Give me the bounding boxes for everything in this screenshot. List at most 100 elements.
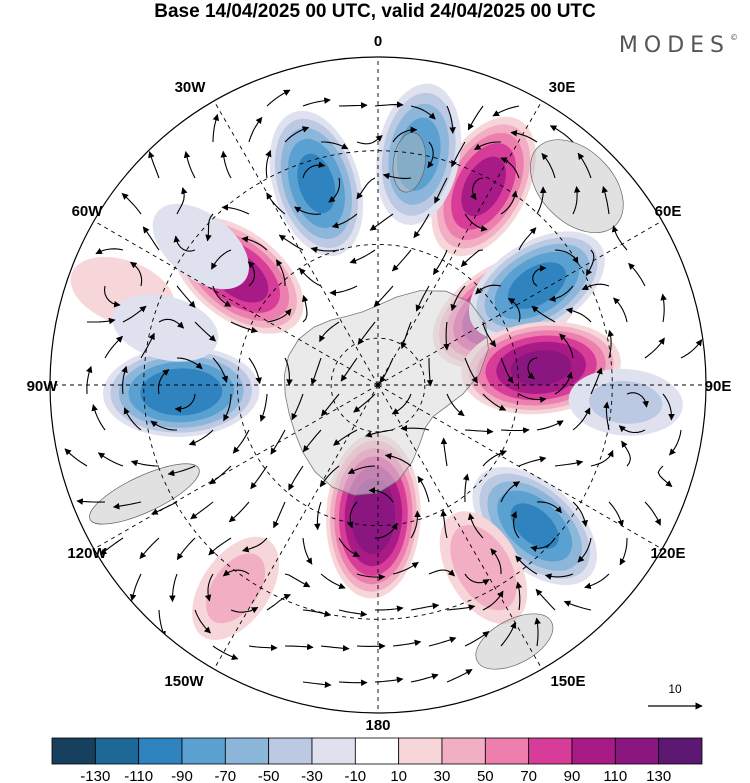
wind-arrow [536,501,562,514]
wind-arrow [584,573,610,589]
wind-arrow [368,487,394,503]
wind-arrow [190,501,214,520]
wind-arrow [374,676,404,684]
anomaly-blob [103,346,260,437]
wind-arrow [148,151,160,179]
wind-arrow [375,605,404,613]
wind-arrow [450,285,466,312]
wind-arrow [619,537,628,566]
wind-arrow [151,501,178,515]
wind-arrow [446,393,465,417]
wind-arrow [379,357,394,384]
colorbar-tick-label: 50 [477,768,494,783]
wind-arrow [464,428,494,435]
colorbar-tick-label: 90 [564,768,581,783]
brand-logo: MODES© [619,33,738,58]
wind-arrow [150,420,178,431]
wind-arrow [577,537,592,563]
wind-arrow [628,262,646,287]
anomaly-contour [206,553,266,624]
wind-arrow [369,213,394,231]
wind-arrow [426,358,434,387]
wind-arrow [212,357,229,383]
wind-arrow [644,501,661,526]
wind-arrow [176,357,203,370]
latitude-circle [330,337,426,433]
latitude-circle [236,243,520,527]
wind-arrow [400,321,412,350]
wind-arrow [176,537,196,561]
wind-arrow [532,265,547,287]
longitude-labels: 0 30E 60E 90E 120E 150E 180 150W 120W 90W 60W 30W [27,33,732,734]
wind-arrow [544,573,574,580]
wind-arrow [347,501,358,529]
wind-arrow [291,393,304,421]
wind-arrow [669,429,682,456]
south-pole-marker [375,382,381,388]
wind-arrow [500,427,530,434]
wind-arrow [410,105,436,120]
wind-arrow [530,537,556,552]
wind-arrow [601,185,610,215]
wind-arrow [608,501,624,527]
anomaly-contour [351,478,396,555]
longitude-label-60w: 60W [72,203,104,220]
wind-arrow [278,234,304,251]
wind-arrow [500,157,520,179]
wind-arrow [470,177,484,201]
wind-arrow [167,465,196,477]
colorbar-swatch [311,737,356,765]
anomaly-contour [510,350,572,386]
wind-arrow [222,569,250,577]
wind-arrow [611,225,628,251]
anomaly-blob [192,536,280,640]
wind-arrow [121,192,142,215]
wind-arrow [328,177,341,203]
wind-arrow [500,621,517,647]
wind-arrow [662,393,675,421]
wind-arrow [490,548,502,574]
wind-arrow [266,89,291,107]
wind-arrow [374,101,404,108]
wind-arrow [518,456,547,467]
wind-arrow [462,473,470,503]
colorbar-tick-label: -10 [344,768,366,783]
wind-arrow [310,246,340,253]
brand-copyright-mark: © [730,33,738,42]
colorbar-swatch [614,737,660,765]
longitude-label-30w: 30W [175,79,207,96]
wind-arrow [313,501,322,531]
wind-arrow [365,429,394,438]
wind-arrow [613,297,628,323]
wind-arrow [242,537,268,553]
meridian-line [93,384,379,550]
wind-arrow [347,465,376,475]
wind-arrow [482,450,507,467]
wind-arrow [391,249,412,272]
wind-arrow [432,249,448,275]
wind-arrow [531,305,556,323]
wind-arrow [577,152,592,179]
wind-arrow [230,606,259,614]
wind-arrow [139,537,160,560]
wind-arrow [621,440,631,467]
wind-arrow [176,187,188,215]
longitude-label-0: 0 [374,33,382,50]
wind-arrow [220,150,232,179]
wind-arrow [302,681,332,688]
wind-arrow [515,581,523,611]
wind-arrow [680,339,703,359]
colorbar-swatch [224,737,270,765]
wind-arrow [112,501,142,510]
wind-arrow [122,305,147,323]
longitude-label-150w: 150W [164,673,204,690]
wind-arrow [482,590,504,611]
anomaly-blob [112,294,219,362]
wind-arrow [440,437,448,467]
wind-arrow [374,522,398,539]
wind-arrow [76,498,106,505]
wind-arrow [248,116,263,143]
meridian-line [93,220,379,386]
colorbar-tick-label: 110 [603,768,627,783]
wind-arrow [410,602,440,611]
